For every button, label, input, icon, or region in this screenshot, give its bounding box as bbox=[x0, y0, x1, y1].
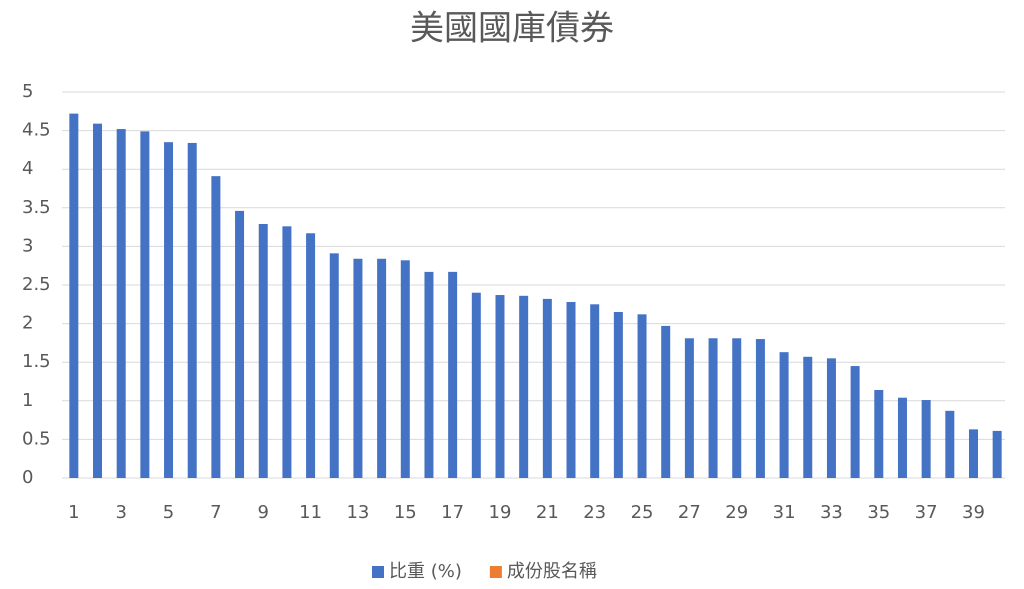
legend-label: 比重 (%) bbox=[389, 561, 462, 582]
bar bbox=[329, 253, 339, 478]
bar bbox=[542, 298, 552, 478]
x-tick-label: 27 bbox=[678, 502, 701, 523]
x-tick-label: 25 bbox=[631, 502, 654, 523]
bar bbox=[116, 129, 126, 478]
bar bbox=[566, 301, 576, 478]
y-tick-label: 0.5 bbox=[22, 428, 51, 449]
y-tick-label: 3.5 bbox=[22, 197, 51, 218]
x-tick-label: 11 bbox=[299, 502, 322, 523]
chart-title: 美國國庫債券 bbox=[410, 9, 614, 49]
bar bbox=[424, 271, 434, 478]
bar bbox=[921, 400, 931, 478]
bar bbox=[377, 258, 387, 478]
x-tick-label: 33 bbox=[820, 502, 843, 523]
y-tick-label: 2 bbox=[22, 313, 33, 334]
bar bbox=[755, 339, 765, 478]
x-tick-label: 37 bbox=[915, 502, 938, 523]
x-tick-label: 5 bbox=[163, 502, 174, 523]
bar bbox=[258, 224, 268, 478]
bar bbox=[590, 304, 600, 478]
x-tick-label: 13 bbox=[346, 502, 369, 523]
bar bbox=[69, 113, 79, 478]
bar bbox=[968, 429, 978, 478]
bar bbox=[187, 142, 197, 478]
bar bbox=[471, 292, 481, 478]
bar bbox=[211, 176, 221, 478]
bar bbox=[992, 430, 1002, 478]
x-tick-label: 23 bbox=[583, 502, 606, 523]
legend-label: 成份股名稱 bbox=[507, 561, 597, 582]
bar bbox=[708, 338, 718, 478]
bar bbox=[93, 123, 103, 478]
bar bbox=[448, 271, 458, 478]
bar bbox=[826, 358, 836, 478]
bar bbox=[779, 352, 789, 478]
bar bbox=[897, 397, 907, 478]
x-tick-label: 39 bbox=[962, 502, 985, 523]
legend-swatch bbox=[372, 566, 384, 578]
y-tick-label: 0 bbox=[22, 467, 33, 488]
y-tick-label: 4 bbox=[22, 158, 33, 179]
x-tick-label: 3 bbox=[115, 502, 126, 523]
y-tick-label: 3 bbox=[22, 235, 33, 256]
bar bbox=[803, 356, 813, 478]
bar bbox=[519, 295, 529, 478]
y-tick-label: 1.5 bbox=[22, 351, 51, 372]
bar bbox=[613, 312, 623, 478]
legend-swatch bbox=[489, 566, 502, 578]
y-tick-label: 1 bbox=[22, 390, 33, 411]
bar bbox=[164, 142, 174, 478]
bar bbox=[732, 338, 742, 478]
x-tick-label: 35 bbox=[867, 502, 890, 523]
x-tick-label: 7 bbox=[210, 502, 221, 523]
x-tick-label: 17 bbox=[441, 502, 464, 523]
x-tick-label: 15 bbox=[394, 502, 417, 523]
bar bbox=[140, 131, 150, 478]
x-tick-label: 19 bbox=[489, 502, 512, 523]
x-tick-label: 21 bbox=[536, 502, 559, 523]
bar bbox=[850, 366, 860, 478]
bar bbox=[306, 233, 316, 478]
x-tick-label: 9 bbox=[258, 502, 269, 523]
x-tick-label: 1 bbox=[68, 502, 79, 523]
bar bbox=[874, 389, 884, 478]
bar bbox=[353, 258, 363, 478]
x-tick-label: 29 bbox=[725, 502, 748, 523]
bar bbox=[684, 338, 694, 478]
bar bbox=[637, 314, 647, 478]
bar bbox=[400, 260, 410, 478]
y-tick-label: 2.5 bbox=[22, 274, 51, 295]
y-tick-label: 4.5 bbox=[22, 120, 51, 141]
bar bbox=[235, 210, 245, 478]
y-tick-label: 5 bbox=[22, 81, 33, 102]
bar bbox=[282, 226, 292, 478]
x-tick-label: 31 bbox=[773, 502, 796, 523]
bar bbox=[495, 295, 505, 478]
bar bbox=[945, 410, 955, 478]
bar bbox=[661, 325, 671, 478]
